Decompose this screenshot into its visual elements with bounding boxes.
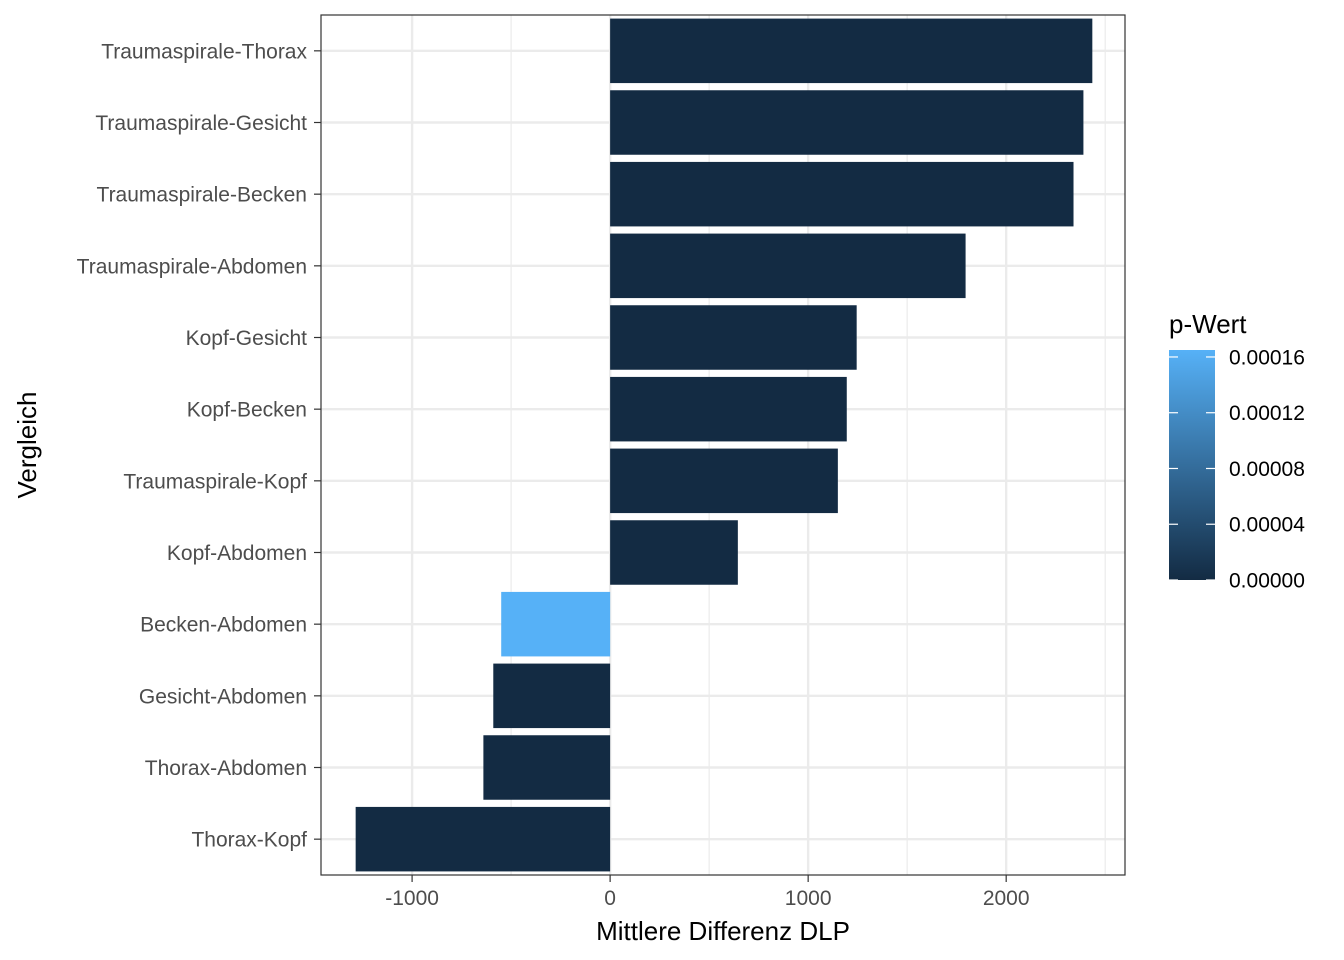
bar: [610, 18, 1093, 84]
x-tick-label: 2000: [983, 887, 1030, 910]
legend: p-Wert 0.000000.000040.000080.000120.000…: [1169, 309, 1305, 593]
colorbar-ticks: 0.00000 0.00004 0.00008 0.00012 0.00016: [1169, 346, 1305, 593]
y-tick-label: Kopf-Gesicht: [186, 327, 308, 350]
bar: [610, 448, 838, 514]
colorbar: [1169, 350, 1215, 580]
colorbar-tick-label: 0.00012: [1229, 402, 1305, 425]
bar: [483, 735, 611, 800]
y-tick-label: Gesicht-Abdomen: [139, 685, 307, 708]
bars: [355, 18, 1093, 872]
colorbar-tick-label: 0.00000: [1229, 570, 1305, 593]
y-axis-title: Vergleich: [12, 392, 42, 499]
y-tick-label: Traumaspirale-Thorax: [101, 40, 307, 63]
axes: -1000 0 1000 2000 Traumaspirale-Thorax Trauma…: [77, 40, 1030, 910]
y-tick-label: Traumaspirale-Kopf: [123, 470, 307, 493]
x-tick-label: 1000: [785, 887, 832, 910]
bar: [493, 663, 611, 729]
bar: [610, 305, 857, 370]
x-tick-label: 0: [604, 887, 616, 910]
y-tick-label: Traumaspirale-Gesicht: [95, 112, 307, 135]
colorbar-tick-label: 0.00008: [1229, 458, 1305, 481]
y-tick-label: Traumaspirale-Abdomen: [77, 255, 307, 278]
y-tick-label: Traumaspirale-Becken: [97, 184, 307, 207]
bar: [610, 161, 1074, 227]
colorbar-tick-label: 0.00004: [1229, 514, 1305, 537]
x-tick-label: -1000: [385, 887, 439, 910]
bar: [355, 806, 611, 872]
y-tick-label: Thorax-Abdomen: [145, 757, 307, 780]
legend-title: p-Wert: [1169, 309, 1247, 339]
panel-border: [320, 14, 1126, 876]
x-axis-title: Mittlere Differenz DLP: [596, 916, 850, 946]
y-tick-label: Kopf-Becken: [187, 399, 307, 422]
bar: [610, 376, 847, 442]
bar: [610, 233, 966, 299]
colorbar-tick-label: 0.00016: [1229, 346, 1305, 369]
y-tick-label: Thorax-Kopf: [191, 829, 307, 852]
bar: [610, 520, 738, 585]
y-tick-label: Kopf-Abdomen: [167, 542, 307, 565]
bar: [610, 90, 1084, 155]
bar: [501, 591, 611, 657]
y-tick-label: Becken-Abdomen: [140, 614, 307, 637]
